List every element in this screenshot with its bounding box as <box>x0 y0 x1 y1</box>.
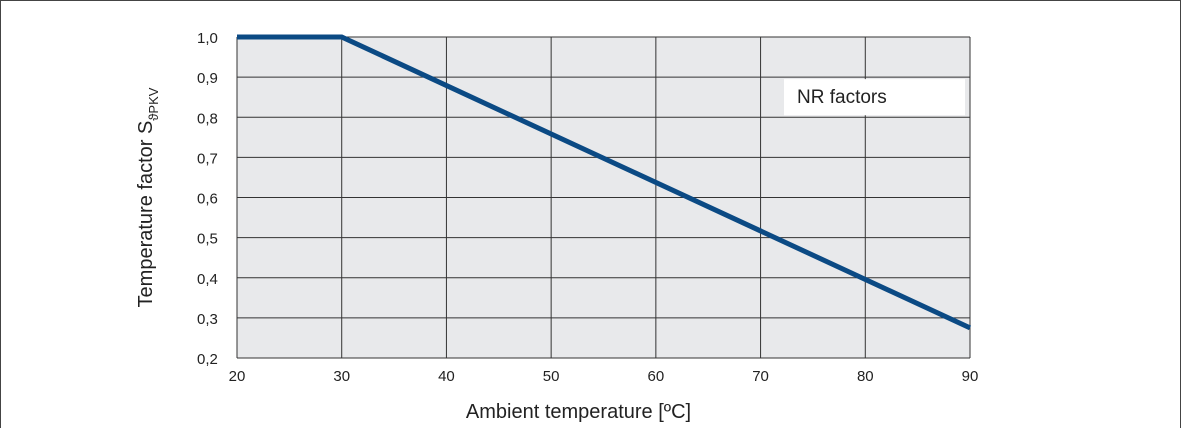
y-tick-label: 0,6 <box>197 191 218 208</box>
y-tick-label: 0,3 <box>197 311 218 328</box>
y-tick-label: 0,4 <box>197 271 218 288</box>
x-tick-label: 20 <box>229 368 246 385</box>
x-tick-label: 90 <box>962 368 979 385</box>
x-tick-label: 80 <box>857 368 874 385</box>
y-tick-label: 0,8 <box>197 110 218 127</box>
tick-labels: 20 30 40 50 60 70 80 90 1,0 0,9 0,8 0,7 0,6 0,5 0,4 0,3… <box>197 30 978 385</box>
y-axis-title-subscript: ϑPKV <box>146 87 161 120</box>
x-tick-label: 60 <box>648 368 665 385</box>
x-axis-title: Ambient temperature [ºC] <box>466 401 691 423</box>
x-tick-label: 30 <box>333 368 350 385</box>
y-axis-title-main: Temperature factor S <box>135 121 157 308</box>
annotation-backdrop <box>784 79 965 116</box>
y-tick-label: 0,7 <box>197 150 218 167</box>
y-tick-label: 0,9 <box>197 70 218 87</box>
x-tick-label: 50 <box>543 368 560 385</box>
x-tick-label: 70 <box>752 368 769 385</box>
y-tick-label: 0,2 <box>197 351 218 368</box>
y-axis-title: Temperature factor SϑPKV <box>135 87 161 307</box>
y-tick-label: 0,5 <box>197 231 218 248</box>
series-line <box>237 34 972 331</box>
x-tick-label: 40 <box>438 368 455 385</box>
y-tick-label: 1,0 <box>197 30 218 47</box>
annotation-label: NR factors <box>797 87 887 108</box>
